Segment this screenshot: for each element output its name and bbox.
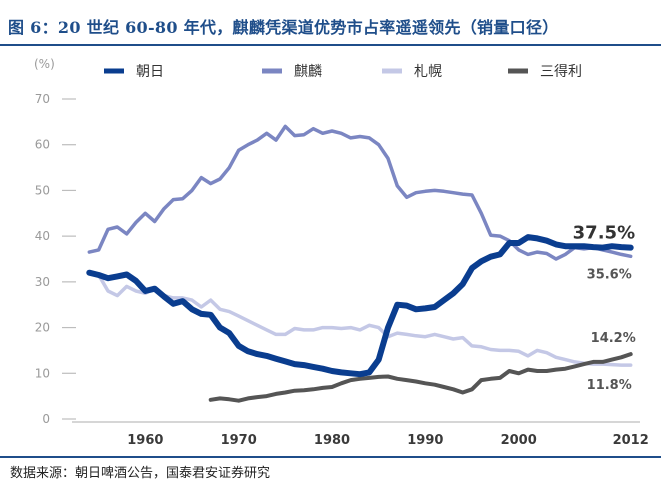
x-tick-label-2012: 2012	[613, 433, 649, 448]
x-tick-label-1990: 1990	[407, 433, 443, 448]
data-source-note: 数据来源：朝日啤酒公告，国泰君安证券研究	[10, 466, 271, 481]
x-axis-ticks: 1960 1970 1980 1990 2000 2012	[127, 433, 649, 448]
series-line-asahi	[86, 234, 634, 378]
legend-label-asahi: 朝日	[136, 64, 164, 80]
y-tick-label-0: 0	[42, 412, 50, 426]
legend-label-kirin: 麒麟	[294, 64, 322, 80]
y-axis-unit-label: (%)	[34, 57, 55, 71]
y-axis-ticks: 0 10 20 30 40 50 60 70	[35, 92, 76, 426]
y-tick-label-30: 30	[35, 275, 50, 289]
y-tick-label-40: 40	[35, 229, 50, 243]
end-label-asahi: 37.5%	[573, 223, 635, 244]
end-label-suntory: 14.2%	[591, 331, 636, 346]
top-rule	[0, 44, 661, 46]
y-tick-label-70: 70	[35, 92, 50, 106]
series-line-suntory	[208, 352, 633, 403]
series-lines	[86, 124, 634, 403]
x-tick-label-1960: 1960	[127, 433, 163, 448]
legend-label-suntory: 三得利	[540, 63, 582, 80]
bottom-rule	[0, 456, 661, 458]
legend: 朝日 麒麟 札幌 三得利	[104, 63, 582, 80]
end-label-kirin: 35.6%	[587, 267, 632, 282]
y-tick-label-10: 10	[35, 366, 50, 380]
legend-label-sapporo: 札幌	[414, 64, 442, 80]
market-share-chart: 0 10 20 30 40 50 60 70 (%) 朝日 麒麟 札幌 三得利 37.5% 35.6%…	[34, 57, 649, 448]
y-tick-label-50: 50	[35, 183, 50, 197]
end-value-labels: 37.5% 35.6% 11.8% 14.2%	[573, 223, 636, 393]
x-tick-label-2000: 2000	[501, 433, 537, 448]
x-tick-label-1970: 1970	[221, 433, 257, 448]
y-tick-label-60: 60	[35, 138, 50, 152]
end-label-sapporo: 11.8%	[587, 378, 632, 393]
x-tick-label-1980: 1980	[314, 433, 350, 448]
series-line-sapporo	[87, 270, 633, 367]
series-line-kirin	[87, 124, 633, 261]
figure-title: 图 6：20 世纪 60-80 年代，麒麟凭渠道优势市占率遥遥领先（销量口径）	[8, 18, 559, 37]
y-tick-label-20: 20	[35, 321, 50, 335]
